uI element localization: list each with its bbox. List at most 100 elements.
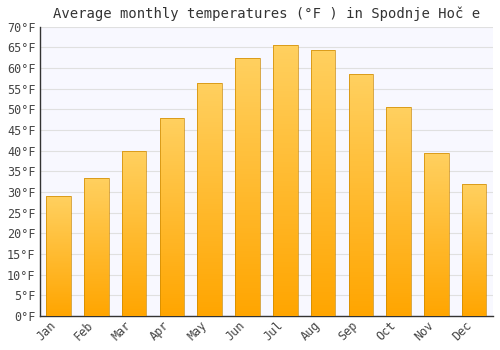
Bar: [310, 204, 336, 207]
Bar: [84, 315, 108, 316]
Bar: [273, 59, 297, 62]
Bar: [46, 299, 71, 300]
Bar: [386, 310, 411, 312]
Bar: [235, 290, 260, 293]
Bar: [160, 140, 184, 141]
Bar: [46, 233, 71, 235]
Bar: [160, 240, 184, 243]
Bar: [386, 230, 411, 232]
Bar: [273, 286, 297, 289]
Bar: [84, 241, 108, 243]
Bar: [122, 158, 146, 159]
Bar: [160, 225, 184, 227]
Bar: [235, 241, 260, 244]
Bar: [310, 95, 336, 97]
Bar: [84, 186, 108, 187]
Bar: [273, 232, 297, 235]
Bar: [160, 257, 184, 258]
Bar: [122, 181, 146, 182]
Bar: [160, 163, 184, 165]
Bar: [386, 143, 411, 145]
Bar: [310, 265, 336, 268]
Bar: [198, 157, 222, 160]
Bar: [84, 250, 108, 251]
Bar: [348, 256, 373, 258]
Bar: [424, 267, 448, 269]
Bar: [310, 236, 336, 239]
Bar: [310, 52, 336, 55]
Bar: [310, 146, 336, 148]
Bar: [235, 172, 260, 174]
Bar: [235, 267, 260, 270]
Bar: [198, 227, 222, 230]
Bar: [46, 250, 71, 251]
Bar: [198, 258, 222, 260]
Bar: [462, 252, 486, 254]
Bar: [310, 308, 336, 311]
Bar: [310, 300, 336, 303]
Bar: [160, 118, 184, 120]
Bar: [160, 286, 184, 288]
Bar: [46, 242, 71, 243]
Bar: [386, 166, 411, 168]
Bar: [198, 276, 222, 279]
Bar: [84, 261, 108, 262]
Bar: [348, 265, 373, 268]
Bar: [273, 64, 297, 67]
Bar: [310, 63, 336, 65]
Bar: [46, 213, 71, 214]
Bar: [84, 232, 108, 233]
Bar: [462, 218, 486, 219]
Bar: [198, 279, 222, 281]
Bar: [122, 293, 146, 294]
Bar: [424, 262, 448, 264]
Bar: [84, 283, 108, 284]
Bar: [386, 272, 411, 274]
Bar: [160, 169, 184, 171]
Bar: [386, 172, 411, 174]
Bar: [273, 143, 297, 146]
Bar: [122, 245, 146, 246]
Bar: [273, 56, 297, 59]
Bar: [424, 284, 448, 285]
Bar: [198, 178, 222, 181]
Bar: [310, 49, 336, 52]
Bar: [122, 283, 146, 285]
Bar: [348, 89, 373, 91]
Bar: [462, 231, 486, 233]
Bar: [198, 230, 222, 232]
Bar: [122, 156, 146, 158]
Bar: [348, 145, 373, 147]
Bar: [424, 200, 448, 202]
Bar: [348, 120, 373, 122]
Bar: [386, 299, 411, 301]
Bar: [273, 267, 297, 270]
Bar: [160, 167, 184, 169]
Bar: [46, 267, 71, 268]
Bar: [235, 277, 260, 280]
Bar: [386, 134, 411, 136]
Bar: [160, 173, 184, 175]
Bar: [84, 277, 108, 279]
Bar: [273, 132, 297, 135]
Bar: [122, 298, 146, 300]
Bar: [46, 279, 71, 280]
Bar: [386, 247, 411, 249]
Bar: [198, 167, 222, 169]
Bar: [84, 203, 108, 204]
Bar: [235, 117, 260, 120]
Bar: [310, 313, 336, 316]
Bar: [462, 272, 486, 274]
Bar: [122, 275, 146, 276]
Bar: [386, 287, 411, 289]
Bar: [386, 306, 411, 308]
Bar: [424, 158, 448, 159]
Bar: [273, 137, 297, 140]
Bar: [310, 289, 336, 292]
Bar: [310, 292, 336, 295]
Bar: [235, 313, 260, 316]
Bar: [198, 260, 222, 262]
Bar: [386, 132, 411, 134]
Bar: [273, 313, 297, 316]
Bar: [273, 292, 297, 294]
